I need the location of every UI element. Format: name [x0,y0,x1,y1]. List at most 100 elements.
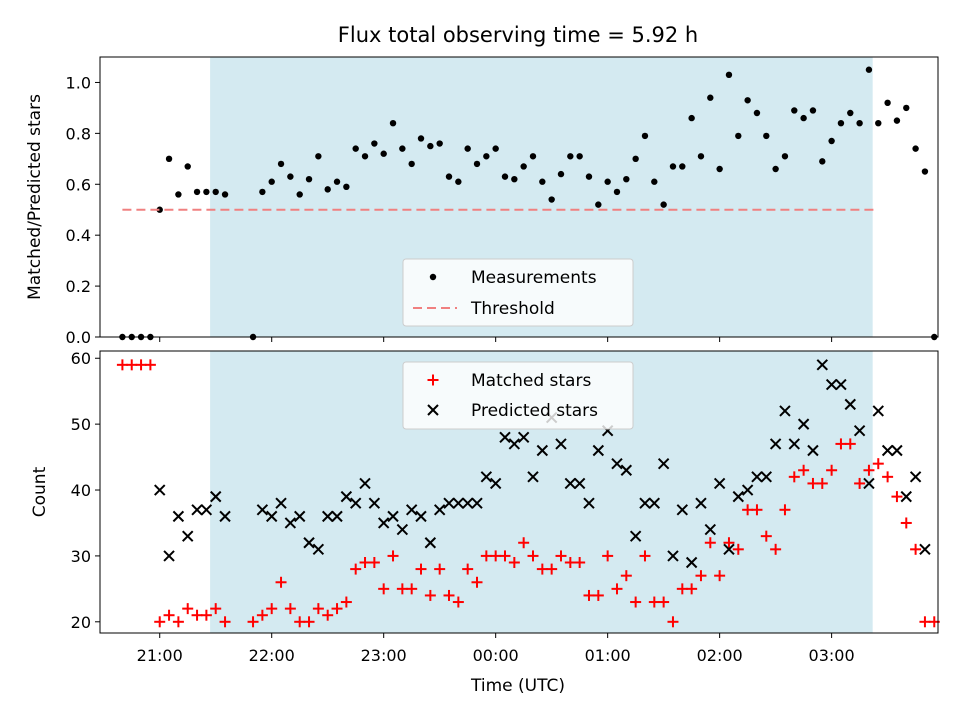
matched-point [602,550,614,562]
marker-stroke [480,471,493,483]
marker-stroke [704,523,717,536]
predicted-point [741,484,754,496]
marker-stroke [760,471,773,483]
marker-stroke [919,543,931,556]
matched-point [919,616,931,628]
predicted-point [844,398,856,411]
marker-stroke [900,490,912,503]
predicted-point [387,510,399,523]
measurement-point [567,153,574,160]
marker-stroke [611,457,623,470]
measurement-point [632,155,639,163]
measurement-point [333,178,341,185]
marker-stroke [592,444,605,457]
marker-stroke [797,418,810,430]
marker-stroke [807,444,819,457]
marker-stroke [172,510,185,523]
y-tick-label: 0.4 [66,226,91,245]
marker-stroke [303,537,315,549]
marker-stroke [909,471,922,483]
measurement-point [287,173,294,180]
matched-point [490,550,502,562]
predicted-point [433,504,446,516]
marker-glyph [427,404,439,416]
measurement-point [781,153,789,160]
measurement-point [352,145,359,152]
measurement-point [585,173,593,180]
measurement-point [921,168,929,175]
predicted-point [182,530,194,542]
measurement-point [296,191,303,198]
predicted-point [303,537,315,549]
measurement-point [399,145,406,152]
matched-point [826,464,838,476]
matched-point [900,517,912,529]
marker-stroke [293,510,306,523]
y-tick-label: 20 [71,613,91,632]
matched-point [340,596,352,608]
measurement-point [268,178,275,185]
matched-point [527,550,539,562]
predicted-point [256,504,269,516]
y-tick-label: 50 [71,415,91,434]
matched-point [508,557,520,568]
measurement-point [529,153,537,160]
measurement-point [688,114,695,122]
y-tick-label: 1.0 [66,73,91,92]
marker-stroke [368,497,381,509]
matched-point [144,359,156,371]
marker-stroke [396,523,409,536]
measurement-point [305,175,313,183]
marker-stroke [657,457,670,470]
predicted-point [405,504,418,516]
measurement-point [707,94,714,101]
predicted-point [415,510,427,523]
marker-stroke [835,378,847,391]
x-tick-label: 03:00 [809,646,855,665]
predicted-point [536,444,549,457]
matched-point [910,543,922,555]
predicted-point [760,471,773,483]
predicted-point [555,438,567,450]
measurement-point [380,150,387,157]
matched-point [219,616,231,628]
count-y-ticks: 20 30 40 50 60 [71,349,100,632]
predicted-point [900,490,912,503]
matched-point [788,471,800,483]
measurement-point [837,119,845,127]
predicted-point [611,457,623,470]
marker-stroke [452,497,465,509]
measurement-point [315,153,322,160]
measurement-point [436,140,443,147]
marker-stroke [471,497,483,509]
ratio-x-ticks [159,337,833,342]
predicted-points [154,359,931,569]
y-tick-label: 0.2 [66,277,91,296]
measurement-point [772,165,779,173]
predicted-point [816,359,828,371]
matched-point [415,563,427,575]
matched-point [882,471,894,483]
marker-stroke [881,444,894,457]
matched-point [872,458,884,470]
matched-point [620,570,632,582]
marker-stroke [265,510,278,523]
matched-point [378,583,390,595]
predicted-point [695,497,707,509]
marker-stroke [210,490,222,503]
y-tick-label: 0.8 [66,124,91,143]
measurement-point [483,153,490,160]
measurement-point [343,183,350,191]
predicted-point [573,477,586,490]
marker-stroke [825,378,838,391]
matched-point [387,550,399,562]
measurement-point [847,109,854,117]
x-tick-label: 22:00 [249,646,295,665]
matched-point [658,596,670,608]
marker-stroke [415,510,427,523]
predicted-point [657,457,670,470]
measurement-point [548,196,555,203]
marker-stroke [741,484,754,496]
marker-stroke [321,510,334,523]
